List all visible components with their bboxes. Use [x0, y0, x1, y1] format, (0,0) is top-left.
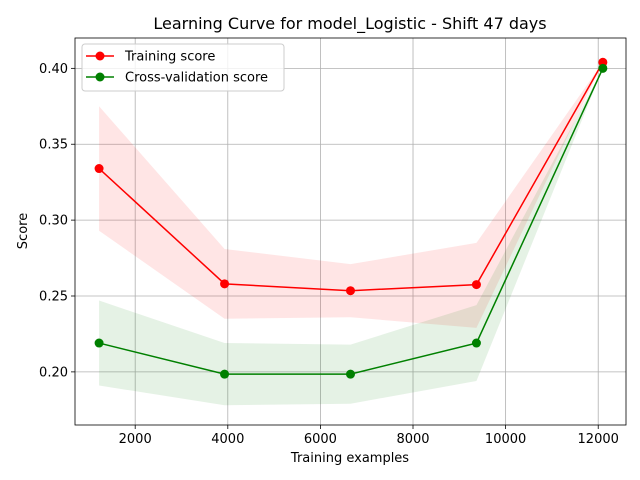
data-point-series-0 — [94, 164, 104, 174]
x-tick-label: 4000 — [211, 432, 244, 447]
x-axis-label: Training examples — [290, 451, 409, 466]
x-tick-label: 2000 — [119, 432, 152, 447]
data-point-series-0 — [220, 279, 230, 289]
x-tick-label: 12000 — [578, 432, 619, 447]
data-point-series-1 — [220, 369, 230, 379]
y-tick-label: 0.35 — [39, 138, 68, 153]
x-tick-label: 6000 — [304, 432, 337, 447]
y-tick-label: 0.25 — [39, 290, 68, 305]
data-point-series-1 — [471, 338, 481, 348]
y-tick-label: 0.40 — [39, 62, 68, 77]
plot-frame — [74, 37, 627, 426]
data-point-series-0 — [346, 286, 355, 296]
data-point-series-1 — [346, 369, 355, 379]
x-tick-label: 10000 — [485, 432, 526, 447]
legend: Training score Cross-validation score — [81, 43, 285, 92]
data-point-series-1 — [94, 338, 104, 348]
y-axis-ticks: 0.20 0.25 0.30 0.35 0.40 — [39, 62, 75, 380]
x-axis-ticks: 2000 4000 6000 8000 10000 12000 — [119, 425, 619, 447]
legend-box — [81, 43, 285, 92]
data-point-series-1 — [598, 63, 608, 73]
data-point-series-0 — [471, 280, 481, 290]
x-tick-label: 8000 — [396, 432, 429, 447]
legend-label: Training score — [124, 50, 215, 65]
chart-title: Learning Curve for model_Logistic - Shif… — [153, 14, 546, 34]
y-axis-label: Score — [16, 213, 31, 249]
std-bands — [99, 62, 603, 406]
std-band-series-0 — [99, 62, 603, 328]
series-points — [94, 57, 608, 379]
y-tick-label: 0.20 — [39, 365, 68, 380]
legend-marker — [95, 51, 105, 61]
legend-marker — [95, 72, 105, 82]
y-tick-label: 0.30 — [39, 214, 68, 229]
std-band-series-1 — [99, 68, 603, 406]
legend-label: Cross-validation score — [125, 71, 268, 86]
